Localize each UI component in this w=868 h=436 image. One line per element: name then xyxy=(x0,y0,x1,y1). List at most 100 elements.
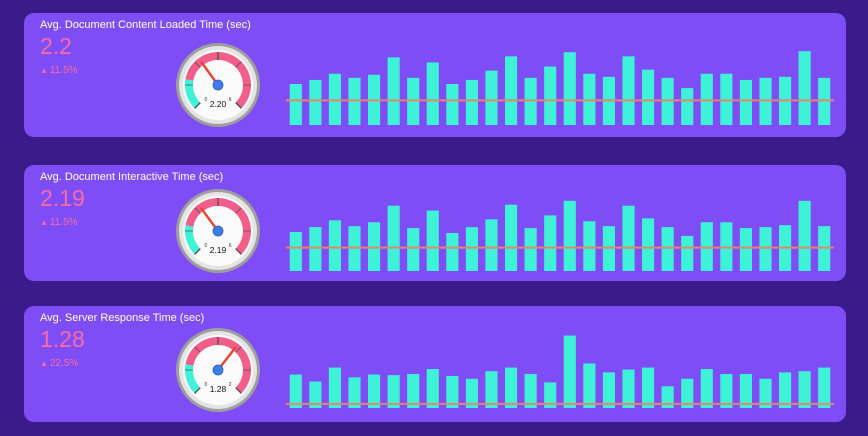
bar-mark xyxy=(642,367,655,408)
bar-mark xyxy=(563,335,576,408)
gauge-max-label: 6 xyxy=(229,243,232,249)
bar-mark xyxy=(739,374,752,408)
panel-server-response: Avg. Server Response Time (sec) 1.28 ▲ 22… xyxy=(24,306,846,422)
bar-mark xyxy=(446,232,459,271)
bar-mark xyxy=(426,369,439,408)
bar-mark xyxy=(602,372,615,408)
metric-value: 1.28 xyxy=(40,326,85,352)
gauge-tick xyxy=(194,346,201,353)
bar-mark xyxy=(661,227,674,271)
bar-mark xyxy=(563,52,576,125)
bar-mark xyxy=(779,372,792,408)
bar-chart xyxy=(286,200,834,271)
gauge-tick xyxy=(235,346,242,353)
panel-title: Avg. Server Response Time (sec) xyxy=(40,312,205,324)
gauge-value-label: 2.19 xyxy=(210,245,227,255)
gauge-value-label: 1.28 xyxy=(210,384,227,394)
metric-change-label: 11.5% xyxy=(49,65,78,76)
bar-mark xyxy=(505,56,518,125)
metric-change-label: 22.5% xyxy=(49,358,79,369)
bar-mark xyxy=(524,228,537,271)
bar-mark xyxy=(289,374,302,408)
bar-mark xyxy=(446,375,459,408)
bar-mark xyxy=(681,235,694,271)
gauge-tick xyxy=(194,248,201,255)
bar-mark xyxy=(407,228,420,271)
bar-mark xyxy=(544,382,557,408)
bar-mark xyxy=(759,227,772,271)
bar-mark xyxy=(759,77,772,125)
bar-mark xyxy=(759,378,772,408)
bar-mark xyxy=(681,88,694,125)
bar-mark xyxy=(407,77,420,125)
gauge-tick xyxy=(194,387,201,394)
gauge-min-label: 0 xyxy=(204,97,207,103)
gauge-min-label: 0 xyxy=(204,243,207,249)
gauge-tick xyxy=(235,248,242,255)
gauge-dial: 0 21.28 xyxy=(176,328,260,412)
bar-mark xyxy=(720,73,733,125)
bar-mark xyxy=(524,77,537,125)
bar-mark xyxy=(289,232,302,271)
bar-mark xyxy=(524,374,537,408)
bar-mark xyxy=(622,205,635,271)
metric-value: 2.19 xyxy=(40,185,85,211)
gauge-tick xyxy=(194,61,201,68)
bar-mark xyxy=(328,367,341,408)
gauge-max-label: 6 xyxy=(229,97,232,103)
bar-mark xyxy=(583,73,596,125)
bar-mark xyxy=(387,205,400,271)
bar-mark xyxy=(465,378,478,408)
bar-mark xyxy=(583,363,596,408)
gauge-dial: 0 62.19 xyxy=(176,189,260,273)
bar-mark xyxy=(798,51,811,125)
bar-mark xyxy=(309,381,322,408)
gauge-dial: 0 62.20 xyxy=(176,43,260,127)
bar-mark xyxy=(661,77,674,125)
bar-mark xyxy=(309,227,322,271)
bar-mark xyxy=(642,218,655,271)
gauge-max-label: 2 xyxy=(229,382,232,388)
bar-mark xyxy=(818,77,831,125)
gauge-tick xyxy=(194,207,201,214)
bar-mark xyxy=(622,56,635,125)
gauge-arc-low xyxy=(185,225,201,255)
gauge-arc-high xyxy=(185,337,251,394)
metric-change: ▲ 22.5% xyxy=(40,358,78,369)
up-arrow-icon: ▲ xyxy=(40,359,48,368)
bar-mark xyxy=(465,79,478,125)
gauge-arc-high xyxy=(185,52,251,109)
metric-change: ▲ 11.5% xyxy=(40,65,78,76)
up-arrow-icon: ▲ xyxy=(40,66,48,75)
bar-mark xyxy=(368,374,381,408)
up-arrow-icon: ▲ xyxy=(40,218,48,227)
panel-content-loaded: Avg. Document Content Loaded Time (sec) … xyxy=(24,13,846,137)
gauge-hub xyxy=(212,364,224,376)
bar-mark xyxy=(563,200,576,271)
bar-mark xyxy=(505,204,518,271)
bar-mark xyxy=(739,228,752,271)
bar-mark xyxy=(720,374,733,408)
bar-mark xyxy=(289,84,302,125)
bar-mark xyxy=(505,367,518,408)
gauge-arc-low xyxy=(185,79,201,109)
bar-mark xyxy=(739,79,752,125)
bar-mark xyxy=(583,221,596,271)
gauge-tick xyxy=(235,207,242,214)
bar-mark xyxy=(700,73,713,125)
bar-mark xyxy=(661,386,674,408)
bar-mark xyxy=(426,62,439,125)
bar-mark xyxy=(681,378,694,408)
gauge-arc-high xyxy=(185,198,251,255)
bar-mark xyxy=(622,369,635,408)
gauge-arc-low xyxy=(185,364,201,394)
bar-mark xyxy=(328,73,341,125)
metric-change: ▲ 11.5% xyxy=(40,217,78,228)
gauge-min-label: 0 xyxy=(204,382,207,388)
metric-change-label: 11.5% xyxy=(49,217,78,228)
gauge-tick xyxy=(235,387,242,394)
bar-mark xyxy=(485,70,498,125)
gauge-hub xyxy=(212,225,224,237)
bar-mark xyxy=(485,371,498,408)
bar-mark xyxy=(544,66,557,125)
